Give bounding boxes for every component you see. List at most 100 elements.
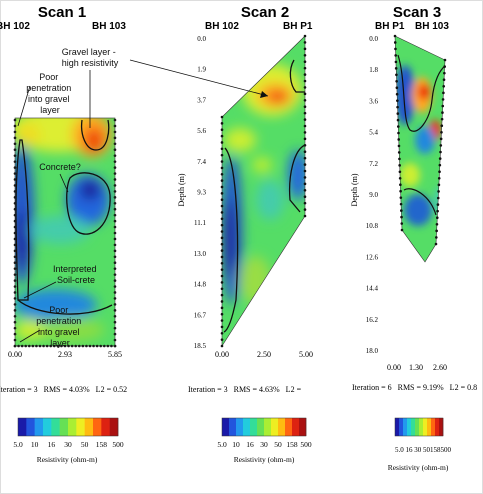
scan-2-right-borehole: BH P1	[283, 21, 313, 32]
electrode-dot	[442, 78, 446, 82]
electrode-dot	[303, 124, 307, 128]
electrode-dot	[398, 157, 401, 161]
electrode-dot	[220, 331, 224, 335]
scan-3-y-tick: 1.8	[369, 66, 378, 74]
colorbar-3-ticks: 5.0 16 30 50158500	[395, 446, 452, 454]
electrode-dot	[395, 73, 398, 77]
electrode-dot	[394, 67, 398, 70]
electrode-dot	[400, 209, 403, 212]
electrode-dot	[303, 195, 307, 199]
colorbar-3-swatch	[395, 418, 400, 436]
electrode-dot	[398, 170, 402, 174]
gravel-layer-arrow-head	[260, 91, 268, 98]
colorbar-1-tick: 158	[96, 440, 108, 449]
scan-2-y-tick: 0.0	[197, 35, 206, 43]
electrode-dot	[435, 216, 439, 220]
electrode-dot	[397, 138, 401, 141]
electrode-dot	[220, 122, 224, 125]
colorbar-1-swatch	[84, 418, 94, 436]
electrode-dot	[443, 65, 446, 68]
electrode-dot	[220, 236, 224, 240]
electrode-dot	[303, 86, 307, 89]
electrode-dot	[220, 287, 224, 291]
electrode-dot	[220, 141, 224, 144]
electrode-dot	[437, 176, 441, 180]
scan-2-y-tick: 1.9	[197, 66, 206, 74]
colorbar-3-swatch	[407, 418, 412, 436]
colorbar-1-swatch	[68, 418, 77, 436]
electrode-dot	[220, 185, 224, 189]
gravel-layer-arrow-right	[129, 59, 269, 97]
electrode-dot	[397, 144, 401, 148]
electrode-dot	[220, 192, 224, 195]
colorbar-2-label: Resistivity (ohm-m)	[234, 455, 295, 464]
electrode-dot	[438, 170, 441, 174]
scan-3-y-tick: 10.8	[366, 222, 379, 230]
scan-2-y-tick: 7.4	[197, 158, 206, 166]
electrode-dot	[220, 312, 224, 316]
scan-3-panel: Scan 3 BH P1 BH 103 Depth (m) 0.0 1.8 3.6 5…	[350, 4, 477, 392]
poor-penetration-bottom-arrow	[19, 329, 41, 343]
electrode-dot	[303, 73, 307, 76]
electrode-dot	[220, 166, 224, 170]
scan-2-x-tick-1: 2.50	[257, 350, 271, 359]
electrode-dot	[396, 118, 400, 122]
electrode-dot	[220, 325, 224, 329]
electrode-dot	[220, 147, 224, 151]
colorbar-3-swatch	[431, 418, 436, 436]
annotations: Poor penetration into gravel layer Grave…	[17, 47, 269, 348]
electrode-dot	[434, 242, 438, 246]
electrode-dot	[303, 188, 307, 192]
scan-3-y-tick: 14.4	[366, 285, 379, 293]
electrode-dot	[437, 190, 440, 193]
scan-1-x-tick-1: 2.93	[58, 350, 72, 359]
electrode-dot	[220, 249, 224, 252]
scan-2-y-tick: 3.7	[197, 96, 206, 104]
colorbar-1-swatch	[26, 418, 35, 436]
colorbar-3-swatch	[411, 418, 416, 436]
electrode-dot	[220, 115, 224, 119]
electrode-dot	[220, 223, 224, 227]
colorbar-2-swatch	[222, 418, 230, 436]
electrode-dot	[303, 182, 307, 186]
colorbar-1-swatch	[59, 418, 69, 436]
scan-1-left-borehole: BH 102	[0, 21, 30, 32]
electrode-dot	[396, 125, 400, 128]
scan-1-heatmap	[15, 118, 115, 346]
scan-1-electrodes	[13, 118, 117, 348]
electrode-dot	[303, 208, 307, 211]
scan-3-y-tick: 12.6	[366, 253, 379, 261]
scan-2-title: Scan 2	[241, 4, 289, 21]
colorbar-2: 5.0 10 16 30 50 158 500 Resistivity (ohm-m)	[217, 417, 312, 464]
electrode-dot	[303, 169, 307, 173]
colorbar-1-tick: 500	[112, 440, 124, 449]
scan-2-y-tick: 18.5	[194, 342, 207, 350]
electrode-dot	[220, 255, 224, 259]
electrode-dot	[303, 79, 307, 83]
scan-1-right-borehole: BH 103	[92, 21, 126, 32]
scan-2-y-tick: 11.1	[194, 219, 206, 227]
electrode-dot	[303, 66, 307, 70]
electrode-dot	[220, 160, 224, 163]
electrode-dot	[220, 134, 224, 138]
colorbar-1-swatch	[18, 418, 27, 436]
scan-3-electrodes	[393, 34, 447, 246]
electrode-dot	[435, 236, 438, 239]
electrode-dot	[303, 118, 307, 121]
colorbar-1-swatch	[101, 418, 110, 436]
electrode-dot	[220, 262, 224, 265]
colorbar-2-tick: 500	[300, 440, 312, 449]
electrode-dot	[436, 203, 440, 206]
electrode-dot	[437, 183, 441, 187]
scan-2-y-tick: 14.8	[194, 281, 207, 289]
electrode-dot	[400, 222, 404, 225]
scan-3-y-tick: 7.2	[369, 160, 378, 168]
colorbar-2-tick: 16	[246, 440, 254, 449]
electrode-dot	[220, 281, 224, 284]
colorbar-3-swatch	[427, 418, 432, 436]
electrode-dot	[303, 137, 307, 141]
scan-1-panel: Scan 1 BH 102 BH 103	[0, 4, 127, 394]
electrode-dot	[393, 41, 397, 44]
electrode-dot	[435, 229, 438, 233]
scan-3-y-label: Depth (m)	[350, 173, 359, 206]
